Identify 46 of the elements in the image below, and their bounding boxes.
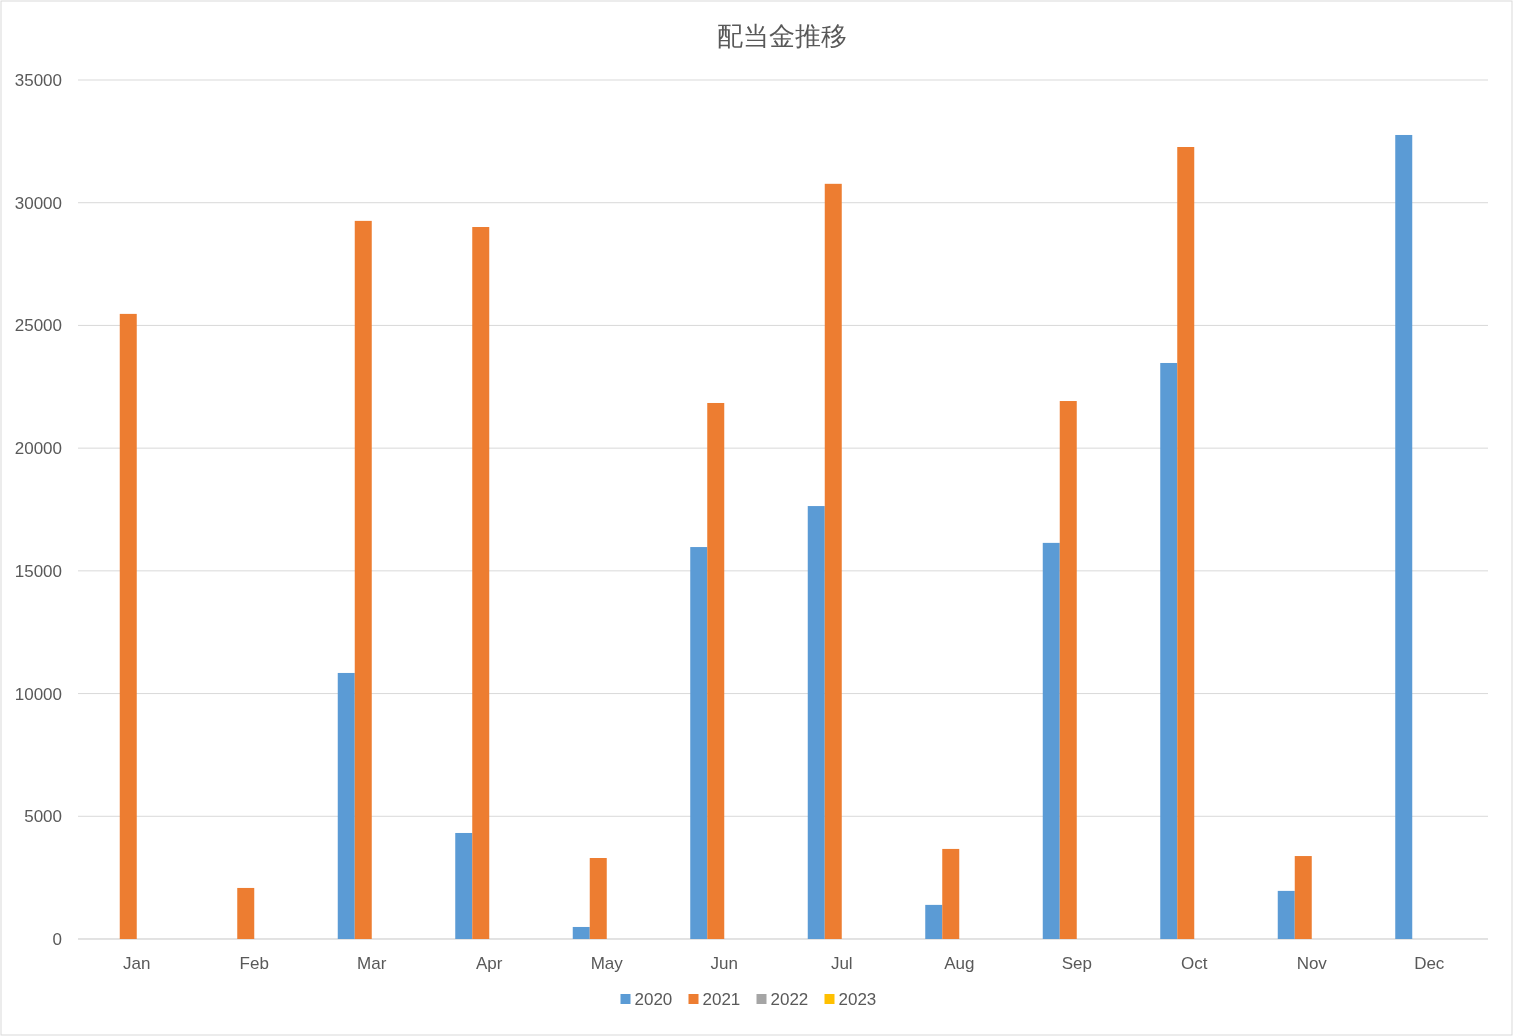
bar	[1059, 401, 1077, 939]
bar	[455, 832, 473, 939]
bar	[572, 926, 590, 939]
bar	[1277, 890, 1295, 939]
bar	[1177, 147, 1195, 939]
x-tick-label: May	[590, 954, 624, 973]
legend-label: 2022	[770, 990, 809, 1009]
x-tick-label: Sep	[1061, 954, 1092, 973]
x-tick-label: Dec	[1414, 954, 1445, 973]
x-tick-label: Nov	[1296, 954, 1328, 973]
bar	[119, 313, 137, 939]
x-tick-label: Feb	[239, 954, 269, 973]
bar	[1160, 362, 1178, 939]
x-tick-label: Mar	[357, 954, 387, 973]
y-tick-label: 10000	[14, 684, 62, 704]
legend-label: 2023	[838, 990, 877, 1009]
y-tick-label: 35000	[14, 71, 62, 90]
y-tick-label: 0	[52, 930, 62, 949]
y-tick-label: 30000	[14, 193, 62, 213]
y-tick-label: 5000	[24, 807, 62, 827]
bar	[589, 858, 607, 939]
x-tick-label: Aug	[944, 954, 975, 973]
legend-label: 2021	[702, 990, 741, 1009]
bar	[354, 220, 372, 939]
bar	[337, 672, 355, 939]
x-tick-label: Jun	[710, 954, 738, 973]
y-tick-label: 20000	[14, 439, 62, 459]
bar	[807, 506, 825, 939]
y-tick-label: 15000	[14, 561, 62, 581]
x-tick-label: Jan	[123, 954, 151, 973]
x-tick-label: Apr	[476, 954, 503, 973]
bar	[1042, 542, 1060, 939]
bar	[942, 848, 960, 939]
bar	[237, 887, 255, 939]
bar	[1395, 134, 1413, 939]
bar	[707, 402, 725, 939]
y-tick-label: 25000	[14, 316, 62, 336]
x-tick-label: Oct	[1181, 954, 1208, 973]
chart-title: 配当金推移	[717, 21, 847, 51]
bar	[925, 904, 943, 939]
x-tick-label: Jul	[830, 954, 853, 973]
bar	[690, 547, 708, 939]
bar	[472, 227, 490, 939]
legend-label: 2020	[634, 990, 673, 1009]
bar	[1294, 856, 1312, 939]
bar	[824, 183, 842, 939]
